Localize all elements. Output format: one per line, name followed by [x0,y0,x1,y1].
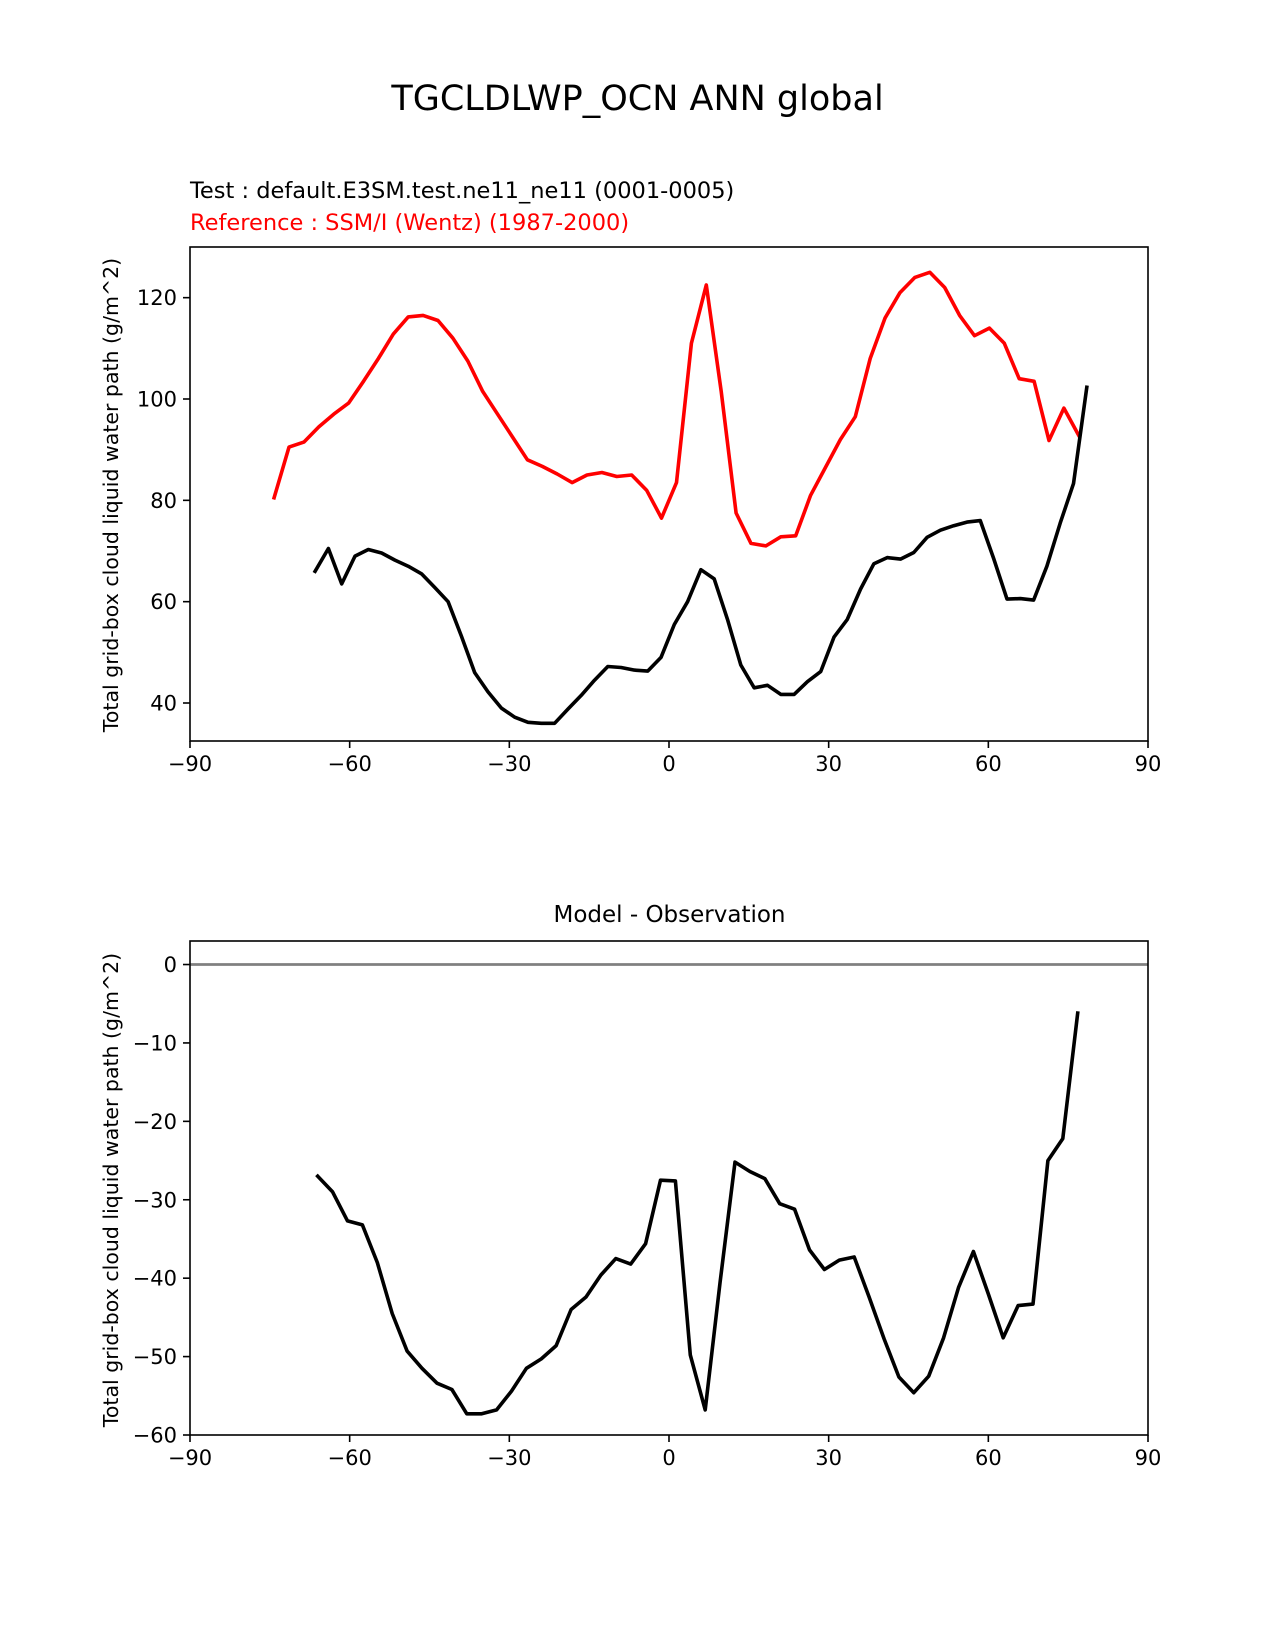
top-axes-frame [189,246,1149,742]
bottom-y-tick-label: 0 [164,953,177,977]
bottom-x-tick-label: 90 [1135,1446,1162,1470]
top-x-tick-label: −90 [168,752,212,776]
bottom-y-tick-label: −50 [133,1345,177,1369]
bottom-plot-area: −90 −60 −30 0 30 60 900−10−20−30−40−50−60 [133,940,1162,1470]
top-x-tick-label: −30 [487,752,531,776]
top-x-tick-label: 90 [1135,752,1162,776]
bottom-y-tick-label: −30 [133,1188,177,1212]
figure-title: TGCLDLWP_OCN ANN global [390,79,883,119]
top-y-tick-label: 80 [150,489,177,513]
bottom-plot-title: Model - Observation [553,902,785,928]
bottom-y-tick-label: −20 [133,1110,177,1134]
bottom-axes-frame [189,940,1149,1436]
top-x-tick-label: 0 [662,752,675,776]
top-plot-area: −90 −60 −30 0 30 60 90 40 60 80 100 120 [137,246,1162,776]
bottom-x-tick-label: −30 [487,1446,531,1470]
top-y-tick-label: 120 [137,286,177,310]
test-label: Test : default.E3SM.test.ne11_ne11 (0001… [189,178,734,204]
top-series-reference [271,270,1082,548]
top-series-test [312,385,1089,726]
bottom-panel: Model - Observation Total grid-box cloud… [99,902,1161,1470]
bottom-y-tick-label: −10 [133,1031,177,1055]
bottom-x-tick-label: 60 [975,1446,1002,1470]
bottom-y-tick-label: −40 [133,1267,177,1291]
top-panel: Test : default.E3SM.test.ne11_ne11 (0001… [99,178,1161,776]
top-x-tick-label: 30 [815,752,842,776]
top-x-tick-label: −60 [328,752,372,776]
bottom-x-tick-label: 0 [662,1446,675,1470]
top-y-tick-label: 60 [150,590,177,614]
bottom-x-tick-label: −90 [168,1446,212,1470]
top-y-tick-label: 100 [137,388,177,412]
reference-label: Reference : SSM/I (Wentz) (1987-2000) [190,210,629,236]
top-y-tick-label: 40 [150,692,177,716]
bottom-x-tick-label: 30 [815,1446,842,1470]
top-y-axis-label: Total grid-box cloud liquid water path (… [99,258,123,733]
top-x-tick-label: 60 [975,752,1002,776]
bottom-x-tick-label: −60 [328,1446,372,1470]
bottom-y-axis-label: Total grid-box cloud liquid water path (… [99,953,123,1428]
bottom-y-tick-label: −60 [133,1424,177,1448]
bottom-series-difference [315,1011,1080,1416]
